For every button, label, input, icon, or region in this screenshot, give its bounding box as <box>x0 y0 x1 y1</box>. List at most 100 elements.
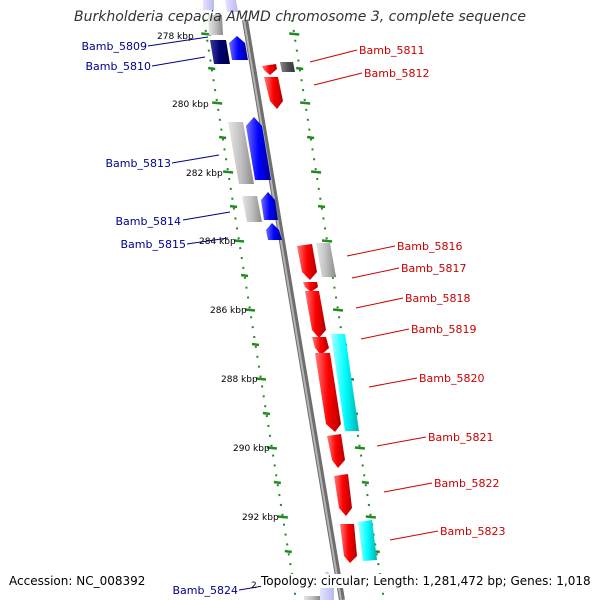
tick-mark <box>317 204 326 209</box>
leader-lines <box>147 36 439 591</box>
cyan-feature-5823 <box>358 520 377 561</box>
leader-bamb-5810 <box>151 56 206 67</box>
tick-mark <box>354 446 366 450</box>
tick-mark <box>332 308 344 312</box>
gene-label-bamb-5810[interactable]: Bamb_5810 <box>86 60 151 73</box>
faded-feature-top-2 <box>225 0 238 12</box>
leader-bamb-5813 <box>171 154 220 164</box>
tick-mark <box>284 549 292 554</box>
tick-mark <box>296 66 304 71</box>
gray-feature-5814 <box>242 196 262 222</box>
tick-mark <box>208 66 216 71</box>
gene-label-bamb-5823[interactable]: Bamb_5823 <box>440 525 505 538</box>
gene-arrow-bamb-5816[interactable] <box>297 244 317 280</box>
gene-arrow-bamb-5823[interactable] <box>340 524 357 563</box>
tick-mark <box>365 515 376 519</box>
gene-arrow-bamb-5810[interactable] <box>210 40 230 64</box>
tick-mark <box>266 446 278 450</box>
gene-label-bamb-5814[interactable]: Bamb_5814 <box>116 215 181 228</box>
tick-mark <box>361 480 370 485</box>
gene-label-bamb-5815[interactable]: Bamb_5815 <box>121 238 186 251</box>
gray-feature-5824 <box>304 596 320 600</box>
gene-label-bamb-5822[interactable]: Bamb_5822 <box>434 477 499 490</box>
leader-bamb-5814 <box>182 211 231 221</box>
gene-label-bamb-5812[interactable]: Bamb_5812 <box>364 67 429 80</box>
gene-arrow-bamb-5820[interactable] <box>315 353 341 432</box>
tick-mark <box>300 101 311 105</box>
tick-label-278: 278 kbp <box>157 32 194 42</box>
gray-feature-5813 <box>228 122 254 184</box>
leader-bamb-5820 <box>368 377 418 388</box>
gene-arrow-bamb-5813[interactable] <box>246 117 271 180</box>
tick-mark <box>262 411 271 416</box>
tick-labels: 278 kbp 280 kbp 282 kbp 284 kbp 286 kbp … <box>157 32 279 591</box>
leader-bamb-5822 <box>383 482 433 493</box>
gene-label-bamb-5816[interactable]: Bamb_5816 <box>397 240 462 253</box>
leader-bamb-5817 <box>351 267 400 279</box>
cyan-feature-5819 <box>331 334 359 431</box>
gene-arrow-bamb-5811[interactable] <box>262 64 277 75</box>
gene-label-bamb-5813[interactable]: Bamb_5813 <box>106 157 171 170</box>
tick-label-292: 292 kbp <box>242 513 279 523</box>
tick-label-288: 288 kbp <box>221 375 258 385</box>
gene-arrow-bamb-5810b[interactable] <box>229 36 248 60</box>
gene-arrow-bamb-5815[interactable] <box>266 223 282 240</box>
map-title: Burkholderia cepacia AMMD chromosome 3, … <box>74 9 526 25</box>
tick-label-290: 290 kbp <box>233 444 270 454</box>
gene-labels: Bamb_5809 Bamb_5810 Bamb_5813 Bamb_5814 … <box>82 40 506 597</box>
gene-label-bamb-5817[interactable]: Bamb_5817 <box>401 262 466 275</box>
gene-arrow-bamb-5821[interactable] <box>327 434 345 468</box>
faded-feature-top <box>203 0 214 10</box>
gene-arrow-bamb-5814[interactable] <box>261 192 278 220</box>
tick-mark <box>289 32 300 36</box>
leader-bamb-5818 <box>355 297 404 309</box>
tick-label-280: 280 kbp <box>172 100 209 110</box>
gene-label-bamb-5821[interactable]: Bamb_5821 <box>428 431 493 444</box>
tick-mark <box>255 377 267 381</box>
tick-mark <box>273 480 282 485</box>
backbone <box>242 19 345 600</box>
tick-label-294-partial: 2 <box>251 581 257 591</box>
gene-arrow-bamb-5809[interactable] <box>208 15 223 35</box>
tick-mark <box>218 135 227 140</box>
gene-label-bamb-5824[interactable]: Bamb_5824 <box>173 584 238 597</box>
gene-label-bamb-5819[interactable]: Bamb_5819 <box>411 323 476 336</box>
leader-bamb-5821 <box>376 436 427 447</box>
topology-summary: Topology: circular; Length: 1,281,472 bp… <box>261 574 591 588</box>
dark-feature-5811 <box>280 62 295 72</box>
gene-label-bamb-5811[interactable]: Bamb_5811 <box>359 44 424 57</box>
leader-bamb-5811 <box>309 49 358 63</box>
tick-mark <box>277 515 288 519</box>
tick-mark <box>212 101 223 105</box>
gene-label-bamb-5818[interactable]: Bamb_5818 <box>405 292 470 305</box>
tick-marks <box>201 32 387 588</box>
tick-mark <box>222 170 234 174</box>
tick-mark <box>321 239 333 243</box>
leader-bamb-5815 <box>186 237 229 245</box>
tick-label-284: 284 kbp <box>199 237 236 247</box>
gene-label-bamb-5820[interactable]: Bamb_5820 <box>419 372 484 385</box>
leader-bamb-5816 <box>346 245 396 257</box>
tick-mark <box>229 204 238 209</box>
gene-arrow-bamb-5812[interactable] <box>264 77 283 109</box>
tick-mark <box>310 170 322 174</box>
gene-arrow-bamb-5818[interactable] <box>305 291 326 338</box>
tick-mark <box>244 308 256 312</box>
leader-bamb-5823 <box>389 530 439 541</box>
gene-arrow-bamb-5817[interactable] <box>303 282 318 292</box>
gene-label-bamb-5809[interactable]: Bamb_5809 <box>82 40 147 53</box>
tick-mark <box>251 342 260 347</box>
leader-bamb-5819 <box>360 328 410 340</box>
gene-arrow-bamb-5819[interactable] <box>312 337 329 355</box>
tick-label-286: 286 kbp <box>210 306 247 316</box>
tick-mark <box>240 273 249 278</box>
gene-arrow-bamb-5822[interactable] <box>334 474 352 516</box>
gene-features <box>203 0 377 600</box>
tick-label-282: 282 kbp <box>186 169 223 179</box>
accession-label: Accession: NC_008392 <box>9 574 146 588</box>
tick-mark <box>233 239 245 243</box>
tick-mark <box>306 135 315 140</box>
leader-bamb-5824 <box>238 585 264 591</box>
leader-bamb-5809 <box>147 36 209 47</box>
